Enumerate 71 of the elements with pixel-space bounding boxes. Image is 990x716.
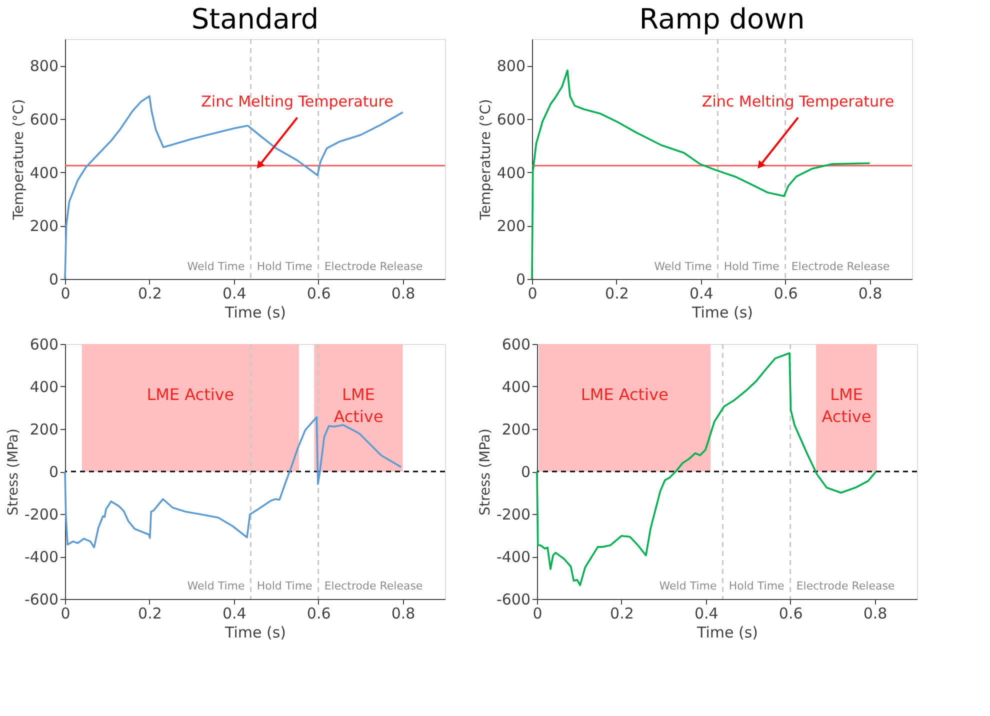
annotation: Zinc Melting Temperature (201, 92, 394, 111)
y-tick-label: 600 (496, 110, 526, 128)
x-tick-label: 0.8 (858, 284, 882, 302)
x-axis-title: Time (s) (224, 624, 286, 642)
annotation: Hold Time (724, 260, 780, 273)
annotation: Weld Time (187, 579, 245, 592)
x-tick-label: 0.2 (138, 604, 162, 622)
y-axis-title: Temperature (°C) (10, 99, 27, 221)
y-tick-label: 200 (502, 420, 530, 438)
chart-title: Ramp down (639, 2, 805, 36)
band-label: LME Active (146, 385, 234, 404)
annotation: Weld Time (659, 579, 717, 592)
y-tick-label: -400 (24, 548, 58, 566)
y-tick-label: 400 (502, 378, 530, 396)
chart-title: Standard (191, 2, 319, 36)
y-tick-label: 200 (30, 217, 58, 236)
y-axis-title: Stress (MPa) (477, 428, 494, 516)
x-tick-label: 0.4 (694, 604, 718, 622)
y-tick-label: 400 (30, 164, 58, 182)
y-tick-label: -200 (496, 506, 530, 524)
y-tick-label: 600 (30, 336, 58, 354)
x-axis-title: Time (s) (696, 624, 758, 642)
x-tick-label: 0.8 (391, 284, 416, 302)
x-tick-label: 0.2 (138, 284, 162, 302)
y-tick-label: 0 (48, 463, 58, 481)
band-label: LME Active (334, 385, 384, 426)
annotation: Electrode Release (324, 579, 423, 592)
annotation: Electrode Release (796, 579, 895, 592)
x-tick-label: 0.4 (689, 284, 714, 302)
y-tick-label: 800 (496, 57, 526, 76)
x-tick-label: 0.4 (222, 284, 246, 302)
annotation: Weld Time (187, 260, 245, 273)
x-tick-label: 0.8 (391, 604, 416, 622)
y-tick-label: -200 (24, 506, 58, 524)
y-axis-title: Temperature (°C) (478, 99, 494, 221)
y-tick-label: 0 (520, 463, 530, 481)
y-axis-title: Stress (MPa) (5, 428, 22, 516)
annotation: Electrode Release (324, 260, 423, 273)
annotation: Zinc Melting Temperature (702, 92, 894, 111)
band-label: LME Active (822, 385, 872, 426)
x-tick-label: 0.8 (863, 604, 888, 622)
x-tick-label: 0 (532, 604, 542, 622)
y-tick-label: 600 (502, 336, 530, 354)
x-tick-label: 0 (60, 604, 70, 622)
x-axis-title: Time (s) (691, 304, 753, 322)
x-tick-label: 0.2 (605, 284, 629, 302)
band-label: LME Active (580, 385, 668, 404)
x-tick-label: 0.6 (306, 604, 331, 622)
annotation: Hold Time (256, 579, 313, 592)
y-tick-label: -400 (496, 548, 530, 566)
annotation: Hold Time (256, 260, 313, 273)
x-tick-label: 0.6 (306, 284, 331, 302)
x-tick-label: 0.4 (222, 604, 246, 622)
y-tick-label: 0 (516, 270, 526, 288)
y-tick-label: 400 (496, 164, 526, 182)
x-axis-title: Time (s) (224, 304, 286, 322)
y-tick-label: -600 (24, 590, 58, 608)
annotation: Weld Time (654, 260, 712, 273)
y-tick-label: 0 (48, 270, 58, 288)
annotation: Hold Time (728, 579, 785, 592)
annotation: Electrode Release (791, 260, 890, 273)
x-tick-label: 0 (60, 284, 70, 302)
y-tick-label: 400 (30, 378, 58, 396)
y-tick-label: 200 (30, 420, 58, 438)
x-tick-label: 0.6 (778, 604, 803, 622)
x-tick-label: 0.2 (610, 604, 634, 622)
y-tick-label: 600 (30, 110, 58, 128)
y-tick-label: 800 (30, 57, 58, 76)
x-tick-label: 0.6 (774, 284, 798, 302)
y-tick-label: -600 (496, 590, 530, 608)
y-tick-label: 200 (496, 217, 526, 236)
